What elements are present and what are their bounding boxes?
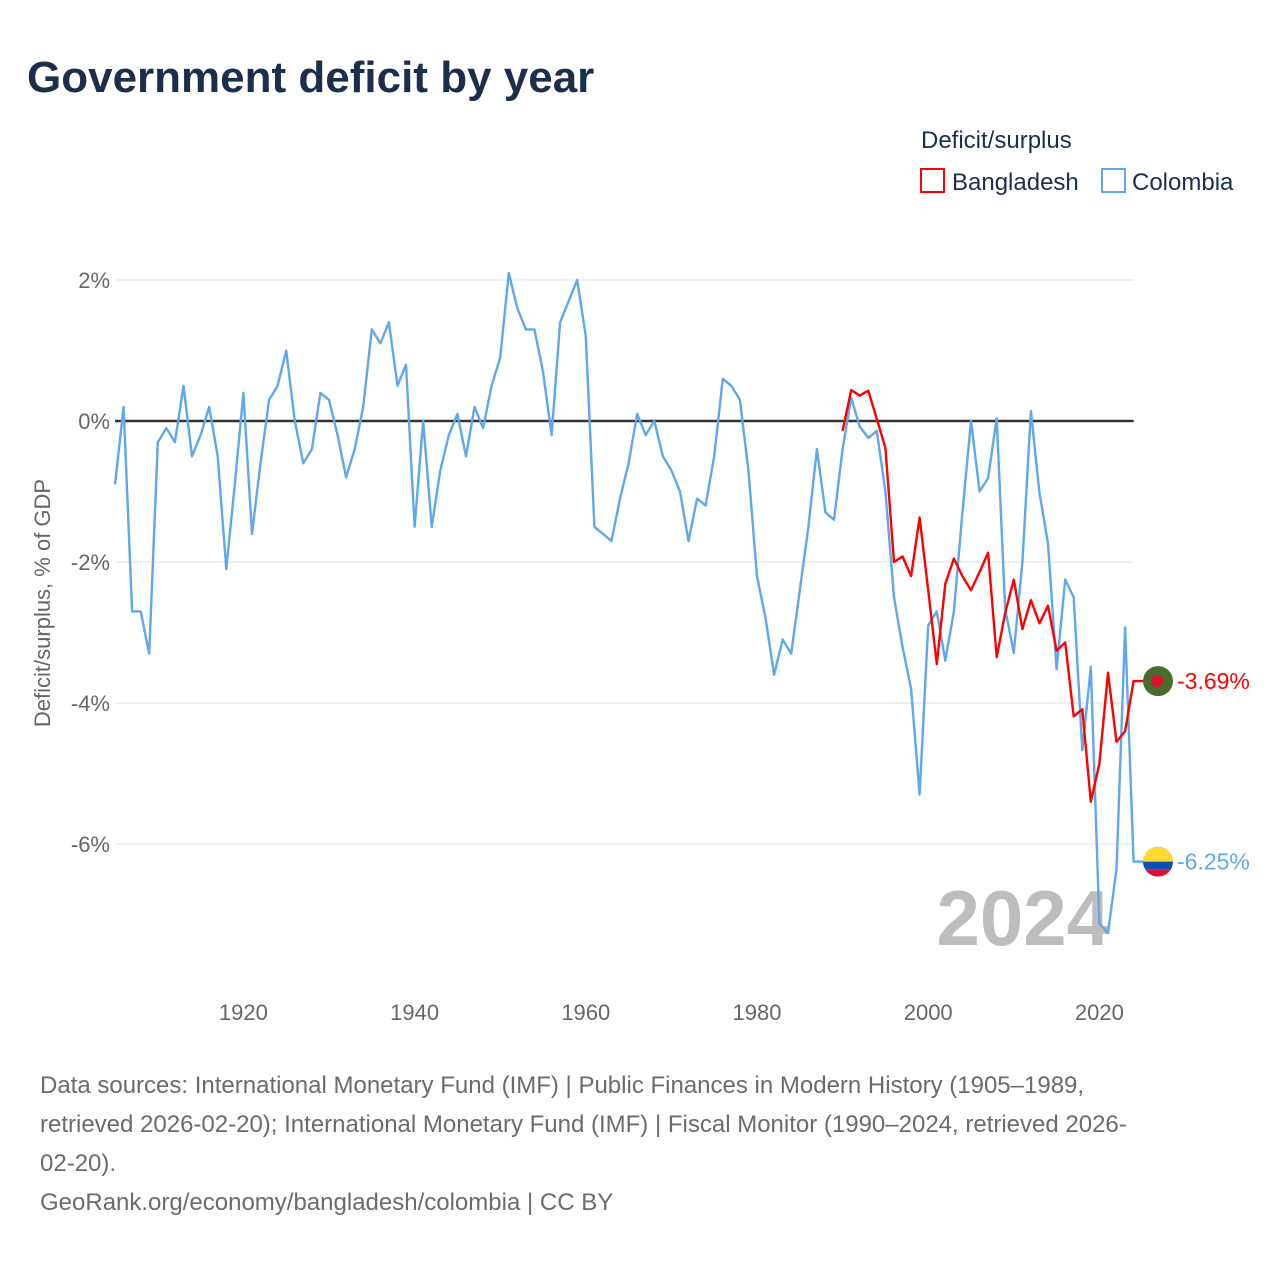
legend-swatch-colombia — [1101, 168, 1126, 193]
legend-item-bangladesh[interactable]: Bangladesh — [920, 168, 1079, 196]
end-label-bangladesh: -3.69% — [1177, 668, 1250, 694]
gridlines — [115, 279, 1134, 845]
legend-label-bangladesh: Bangladesh — [952, 169, 1079, 196]
legend-label-colombia: Colombia — [1132, 169, 1234, 196]
x-tick-label: 2020 — [1075, 1000, 1124, 1025]
y-tick-label: -2% — [71, 550, 110, 575]
y-tick-label: -6% — [71, 832, 110, 857]
end-label-colombia: -6.25% — [1177, 849, 1250, 875]
x-axis-ticks: 1920 1940 1960 1980 2000 2020 — [219, 1000, 1124, 1025]
x-tick-label: 1980 — [733, 1000, 782, 1025]
x-tick-label: 2000 — [904, 1000, 953, 1025]
y-tick-label: -4% — [71, 691, 110, 716]
x-tick-label: 1960 — [561, 1000, 610, 1025]
x-tick-label: 1920 — [219, 1000, 268, 1025]
x-tick-label: 1940 — [390, 1000, 439, 1025]
end-markers: -6.25% -3.69% — [1143, 666, 1250, 877]
footer-source-link[interactable]: GeoRank.org/economy/bangladesh/colombia … — [40, 1189, 613, 1216]
footer-line-1: Data sources: International Monetary Fun… — [40, 1072, 1084, 1099]
footer: Data sources: International Monetary Fun… — [40, 1072, 1127, 1216]
footer-line-3: 02-20). — [40, 1150, 116, 1177]
flag-bangladesh-icon — [1143, 666, 1173, 697]
series-lines — [113, 271, 1144, 934]
y-tick-label: 2% — [78, 268, 110, 293]
y-axis-label: Deficit/surplus, % of GDP — [30, 479, 55, 727]
series-line-bangladesh — [841, 388, 1144, 803]
legend-swatch-bangladesh — [920, 168, 945, 193]
y-tick-label: 0% — [78, 409, 110, 434]
chart-title: Government deficit by year — [27, 53, 594, 102]
series-line-colombia — [113, 271, 1144, 934]
y-axis-ticks: 2% 0% -2% -4% -6% — [71, 268, 110, 857]
legend-item-colombia[interactable]: Colombia — [1101, 168, 1234, 196]
year-watermark: 2024 — [936, 874, 1110, 962]
legend: Deficit/surplus Bangladesh Colombia — [920, 127, 1234, 196]
flag-colombia-icon — [1143, 846, 1173, 877]
legend-title: Deficit/surplus — [921, 127, 1072, 154]
footer-line-2: retrieved 2026-02-20); International Mon… — [40, 1111, 1127, 1138]
